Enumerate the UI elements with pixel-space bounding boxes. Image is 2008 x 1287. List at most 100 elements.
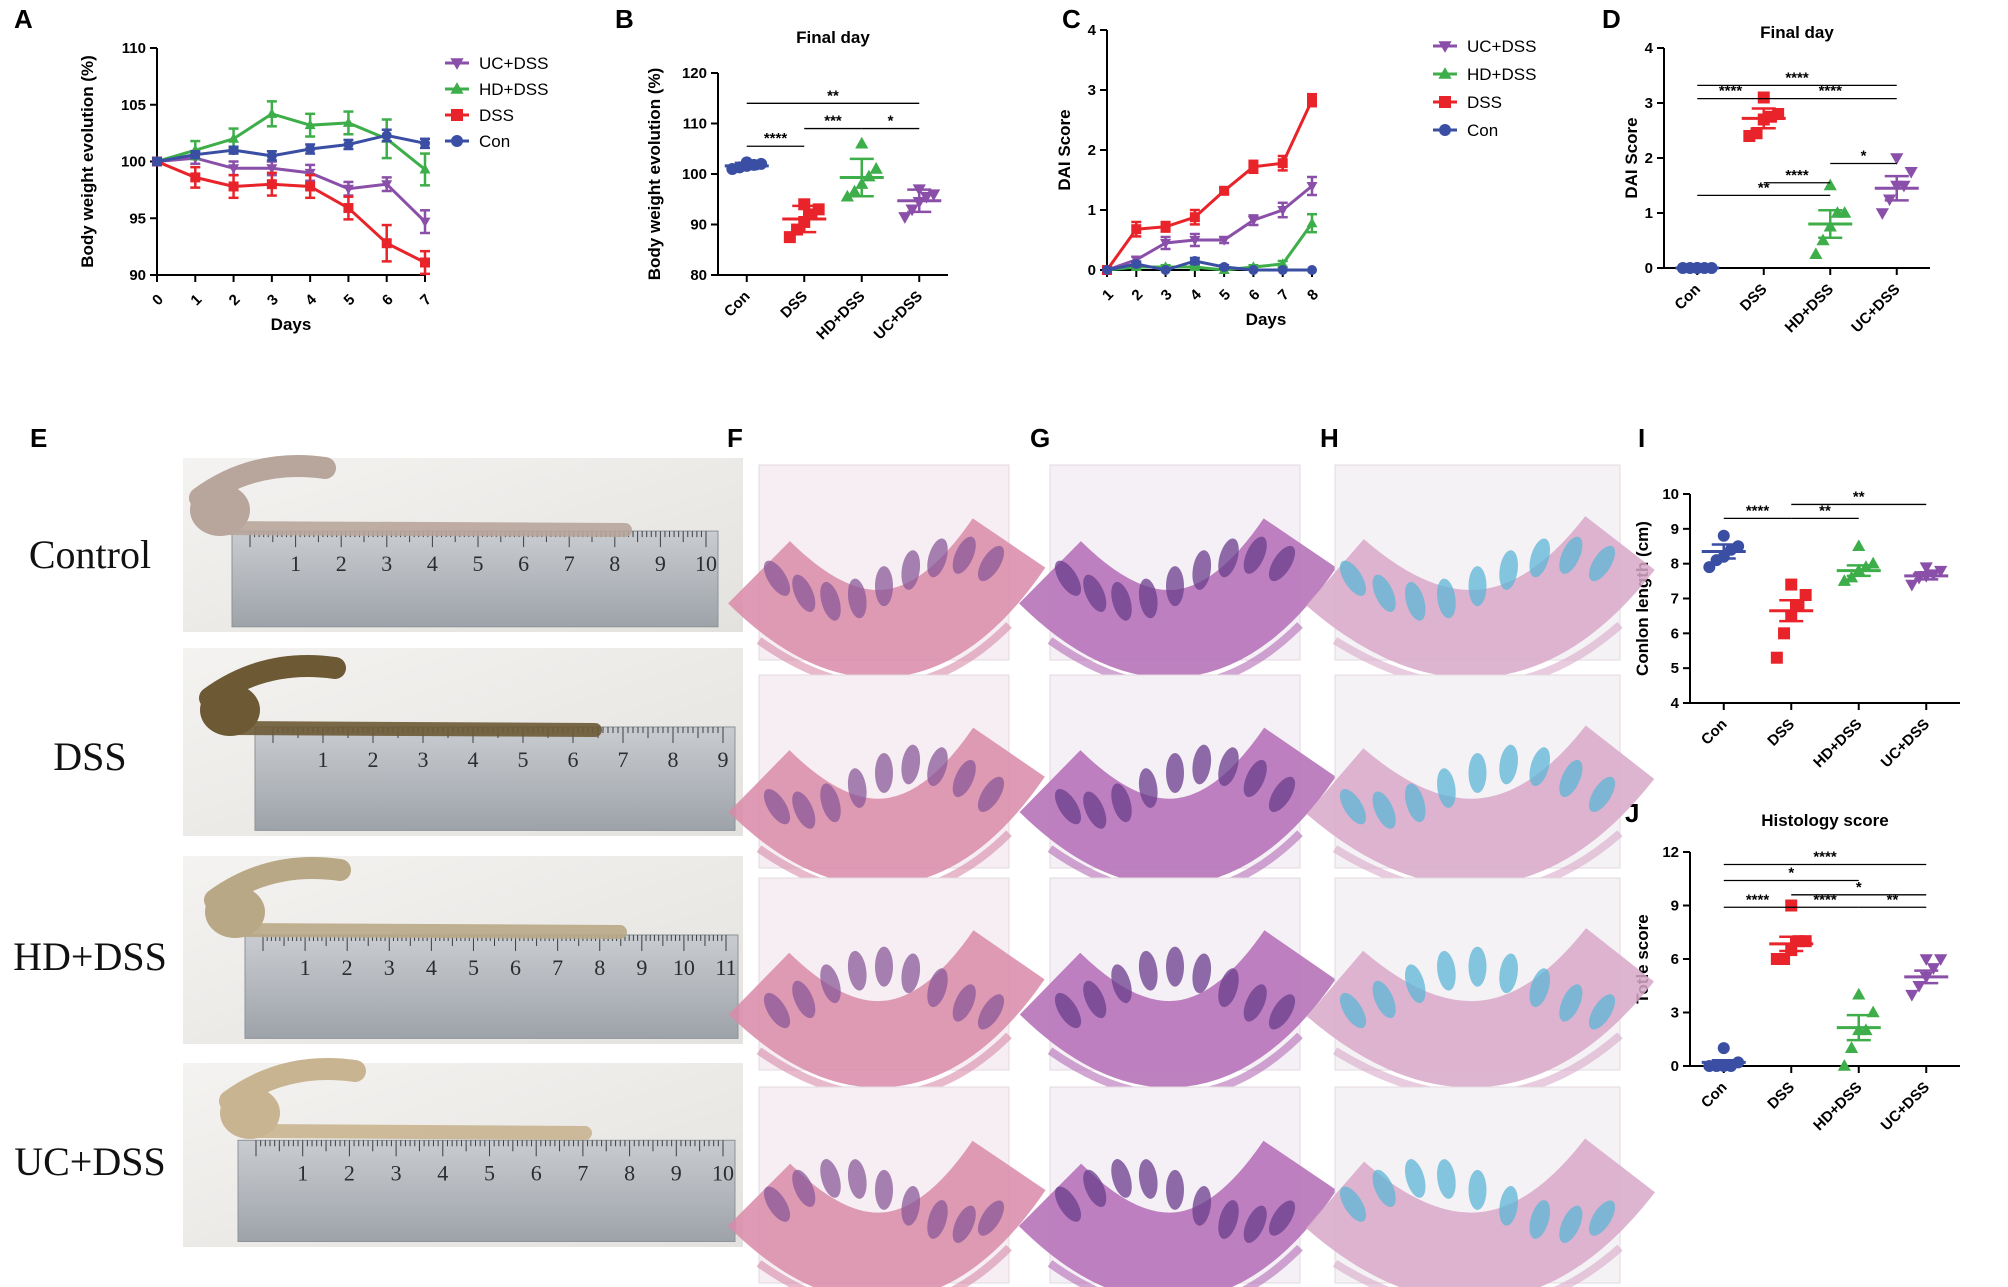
y-tick-label: 1	[1088, 202, 1096, 219]
ruler-number: 1	[318, 747, 329, 772]
tissue-band	[1306, 927, 1654, 1088]
data-point	[342, 117, 354, 127]
x-tick-label: Con	[1698, 1079, 1731, 1112]
crypt	[1437, 950, 1456, 991]
colon-segment	[238, 1124, 592, 1140]
x-tick-label: 1	[1099, 286, 1117, 304]
crypt	[847, 768, 867, 808]
crypt	[1243, 984, 1267, 1022]
significance-label: **	[1887, 891, 1899, 908]
crypt	[1243, 536, 1267, 574]
crypt	[952, 1205, 976, 1243]
crypt	[1192, 1186, 1212, 1226]
crypt	[927, 747, 948, 787]
legend-label-DSS: DSS	[479, 106, 514, 125]
data-point	[1934, 565, 1948, 578]
x-tick-label: 8	[1304, 286, 1322, 304]
data-point	[343, 139, 354, 150]
x-tick-label: HD+DSS	[1782, 281, 1837, 336]
crypt	[1138, 768, 1158, 808]
ruler-number: 8	[594, 955, 605, 980]
ruler-number: 8	[624, 1160, 635, 1185]
y-tick-label: 110	[683, 116, 707, 133]
tissue-band	[1306, 515, 1655, 678]
crypt	[1218, 1200, 1239, 1239]
colon-proximal	[204, 857, 351, 911]
tissue-band	[727, 1140, 1046, 1287]
crypt	[1372, 980, 1396, 1019]
photo-label-1: DSS	[53, 734, 126, 779]
ruler-number: 9	[655, 551, 666, 576]
crypt	[1499, 550, 1518, 590]
panel-letter-e: E	[30, 423, 47, 453]
data-point	[228, 133, 240, 143]
colon-segment	[223, 923, 627, 939]
x-tick-label: 2	[226, 291, 244, 309]
ruler-number: 5	[468, 955, 479, 980]
x-tick-label: 6	[379, 291, 397, 309]
crypt	[820, 581, 841, 621]
legend-marker	[450, 58, 464, 70]
y-tick-label: 90	[129, 267, 146, 284]
data-point	[304, 168, 316, 179]
x-tick-label: 2	[1128, 286, 1146, 304]
data-point	[1904, 166, 1918, 179]
crypt	[1268, 994, 1296, 1030]
data-point	[420, 257, 430, 268]
crypt	[1111, 964, 1132, 1004]
x-tick-label: 7	[1275, 286, 1293, 304]
data-point	[1131, 224, 1142, 235]
crypt	[1499, 1186, 1518, 1226]
significance-label: *	[1856, 879, 1862, 896]
significance-label: ****	[1746, 891, 1770, 908]
y-tick-label: 95	[129, 210, 146, 227]
crypt	[1166, 946, 1184, 987]
x-tick-label: 4	[302, 291, 320, 309]
ruler-number: 7	[552, 955, 563, 980]
y-tick-label: 4	[1088, 22, 1097, 39]
data-point	[266, 164, 278, 175]
data-point	[1844, 1041, 1859, 1053]
crypt	[875, 1169, 893, 1210]
y-tick-label: 2	[1645, 150, 1653, 167]
colon-segment	[218, 721, 602, 737]
crypt	[1243, 759, 1267, 798]
ruler	[231, 530, 719, 628]
crypt	[1529, 968, 1551, 1008]
x-tick-label: DSS	[1764, 1079, 1798, 1113]
tissue-band	[728, 929, 1045, 1088]
y-tick-label: 12	[1662, 844, 1679, 861]
muscularis	[1332, 1244, 1623, 1287]
tissue-band	[1019, 517, 1337, 678]
crypt	[1268, 776, 1296, 812]
data-point	[1890, 153, 1904, 165]
ruler-number: 3	[381, 551, 392, 576]
data-point	[343, 203, 354, 214]
photo-label-0: Control	[29, 532, 151, 577]
data-point	[1778, 627, 1791, 640]
crypt	[1404, 1159, 1426, 1198]
significance-label: ****	[1785, 167, 1809, 184]
data-point	[1247, 216, 1259, 226]
panel-letter-a: A	[14, 4, 33, 34]
panel-letter-d: D	[1602, 4, 1621, 34]
chart-d-final-dai: 0 1 2 3 4 DAI Score Final day Con DSS HD+DSS UC+DS…	[1622, 23, 1930, 336]
ruler-number: 10	[673, 955, 695, 980]
ruler-number: 7	[577, 1160, 588, 1185]
crypt	[952, 759, 976, 798]
significance-label: ****	[1746, 502, 1770, 519]
crypt	[792, 980, 816, 1019]
data-point	[419, 217, 431, 228]
data-point	[1905, 579, 1919, 592]
data-point	[228, 145, 239, 156]
ruler	[254, 726, 736, 831]
data-point	[1816, 233, 1830, 246]
crypt	[1499, 953, 1518, 994]
crypt	[927, 1200, 948, 1239]
crypt	[1529, 538, 1551, 578]
crypt	[1437, 578, 1456, 619]
ruler-number: 6	[518, 551, 529, 576]
legend-label-HD+DSS: HD+DSS	[1467, 65, 1536, 84]
